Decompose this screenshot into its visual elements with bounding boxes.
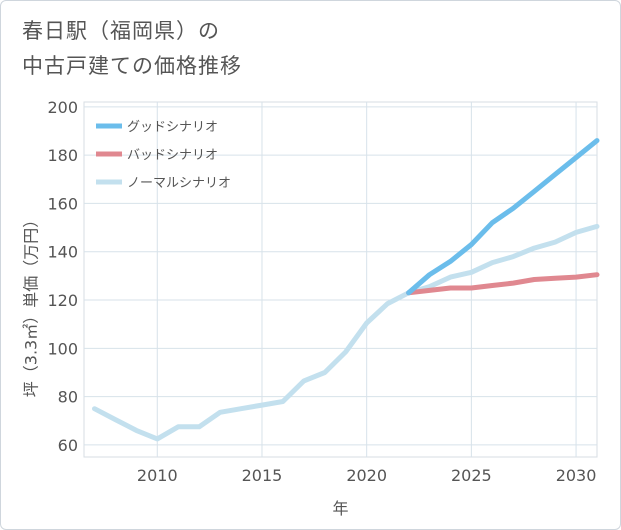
y-tick-label-120: 120 [47, 291, 78, 310]
y-tick-label-200: 200 [47, 98, 78, 117]
y-axis-label: 坪（3.3㎡）単価（万円） [22, 212, 41, 397]
chart-title-line-2: 中古戸建ての価格推移 [22, 54, 242, 78]
y-tick-label-160: 160 [47, 194, 78, 213]
x-tick-label-2020: 2020 [346, 466, 387, 485]
y-tick-label-100: 100 [47, 339, 78, 358]
chart-title-line-1: 春日駅（福岡県）の [22, 19, 220, 43]
x-tick-label-2025: 2025 [451, 466, 492, 485]
x-tick-label-2010: 2010 [137, 466, 178, 485]
x-axis-label: 年 [332, 499, 348, 518]
series-layer [92, 138, 600, 442]
legend-label-good: グッドシナリオ [127, 120, 218, 135]
series-line-good [406, 138, 600, 296]
chart-title: 春日駅（福岡県）の 中古戸建ての価格推移 [22, 14, 242, 84]
grid-layer [84, 102, 597, 457]
series-line-bad [406, 272, 600, 296]
y-tick-label-60: 60 [58, 436, 78, 455]
y-tick-label-80: 80 [58, 388, 78, 407]
tick-layer: 2010 2015 2020 2025 2030 60 80 100 120 140 160 180 2… [47, 98, 596, 485]
legend-label-normal: ノーマルシナリオ [127, 176, 231, 191]
plot-area [83, 101, 598, 458]
y-tick-label-180: 180 [47, 146, 78, 165]
y-tick-label-140: 140 [47, 243, 78, 262]
x-tick-label-2015: 2015 [242, 466, 283, 485]
legend-label-bad: バッドシナリオ [127, 148, 218, 163]
series-line-normal [92, 223, 600, 442]
x-tick-label-2030: 2030 [556, 466, 597, 485]
